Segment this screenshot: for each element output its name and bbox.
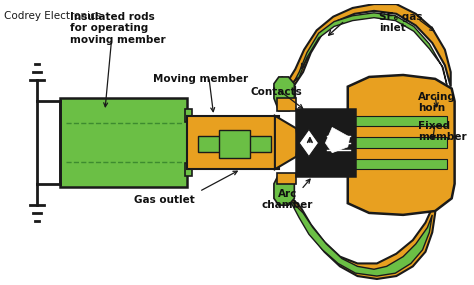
Bar bbox=[184, 109, 192, 122]
Bar bbox=[277, 98, 296, 111]
Polygon shape bbox=[286, 199, 432, 276]
Bar bbox=[350, 137, 447, 148]
Polygon shape bbox=[282, 196, 435, 279]
Bar bbox=[219, 130, 250, 158]
Polygon shape bbox=[282, 4, 451, 87]
Polygon shape bbox=[274, 174, 294, 205]
Polygon shape bbox=[278, 82, 295, 110]
Text: Gas outlet: Gas outlet bbox=[134, 196, 195, 205]
Text: Contacts: Contacts bbox=[251, 87, 302, 97]
Polygon shape bbox=[299, 129, 319, 156]
Bar bbox=[186, 116, 279, 169]
Bar bbox=[296, 109, 355, 176]
Polygon shape bbox=[286, 13, 447, 87]
Text: Arc
chamber: Arc chamber bbox=[262, 189, 313, 210]
Polygon shape bbox=[326, 127, 350, 153]
Text: SF₆ gas
inlet: SF₆ gas inlet bbox=[379, 12, 422, 33]
Bar bbox=[184, 163, 192, 176]
Bar bbox=[198, 136, 271, 152]
Bar bbox=[60, 98, 186, 187]
Text: Moving member: Moving member bbox=[154, 74, 248, 84]
Bar bbox=[350, 158, 447, 169]
Polygon shape bbox=[275, 116, 298, 169]
Polygon shape bbox=[274, 77, 294, 111]
Polygon shape bbox=[348, 75, 455, 215]
Text: Insulated rods
for operating
moving member: Insulated rods for operating moving memb… bbox=[70, 12, 165, 45]
Bar bbox=[277, 173, 296, 184]
Text: Fixed
member: Fixed member bbox=[418, 121, 466, 142]
Bar bbox=[350, 116, 447, 127]
Text: Codrey Electronics: Codrey Electronics bbox=[4, 11, 101, 21]
Text: Arcing
horn: Arcing horn bbox=[418, 91, 456, 113]
